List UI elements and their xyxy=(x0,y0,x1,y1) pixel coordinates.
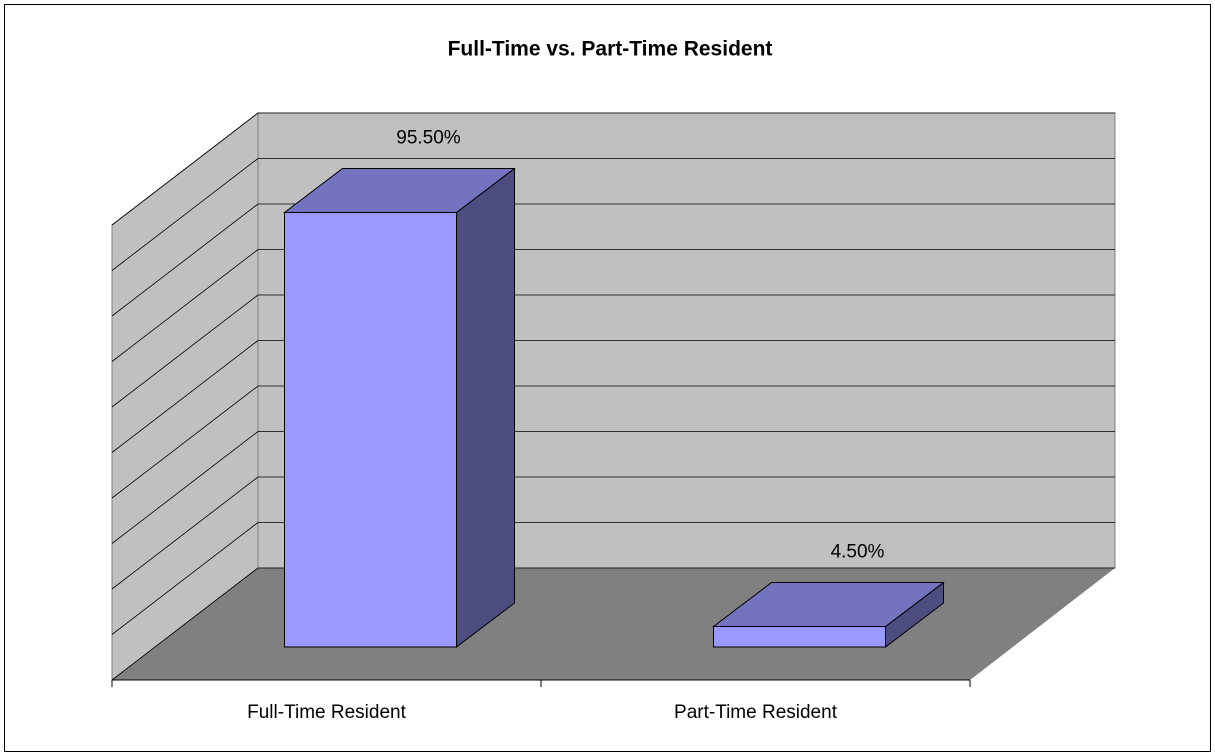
value-label: 4.50% xyxy=(831,542,885,563)
floor xyxy=(112,568,1115,680)
bar-side xyxy=(456,167,515,649)
grid-line xyxy=(111,158,259,271)
grid-line xyxy=(111,340,259,453)
grid-line xyxy=(111,249,259,362)
bar xyxy=(713,626,886,648)
grid-line xyxy=(111,476,259,590)
grid-line xyxy=(111,431,259,544)
x-tick-label: Part-Time Resident xyxy=(674,702,838,723)
grid-line xyxy=(111,203,259,317)
bar xyxy=(284,211,457,648)
grid-line xyxy=(111,522,259,635)
grid-line xyxy=(111,385,259,499)
grid-line xyxy=(111,294,259,408)
grid-line xyxy=(111,567,259,681)
value-label: 95.50% xyxy=(396,127,461,148)
grid-line xyxy=(111,112,259,226)
chart-title: Full-Time vs. Part-Time Resident xyxy=(448,38,773,61)
x-tick-label: Full-Time Resident xyxy=(247,702,406,723)
